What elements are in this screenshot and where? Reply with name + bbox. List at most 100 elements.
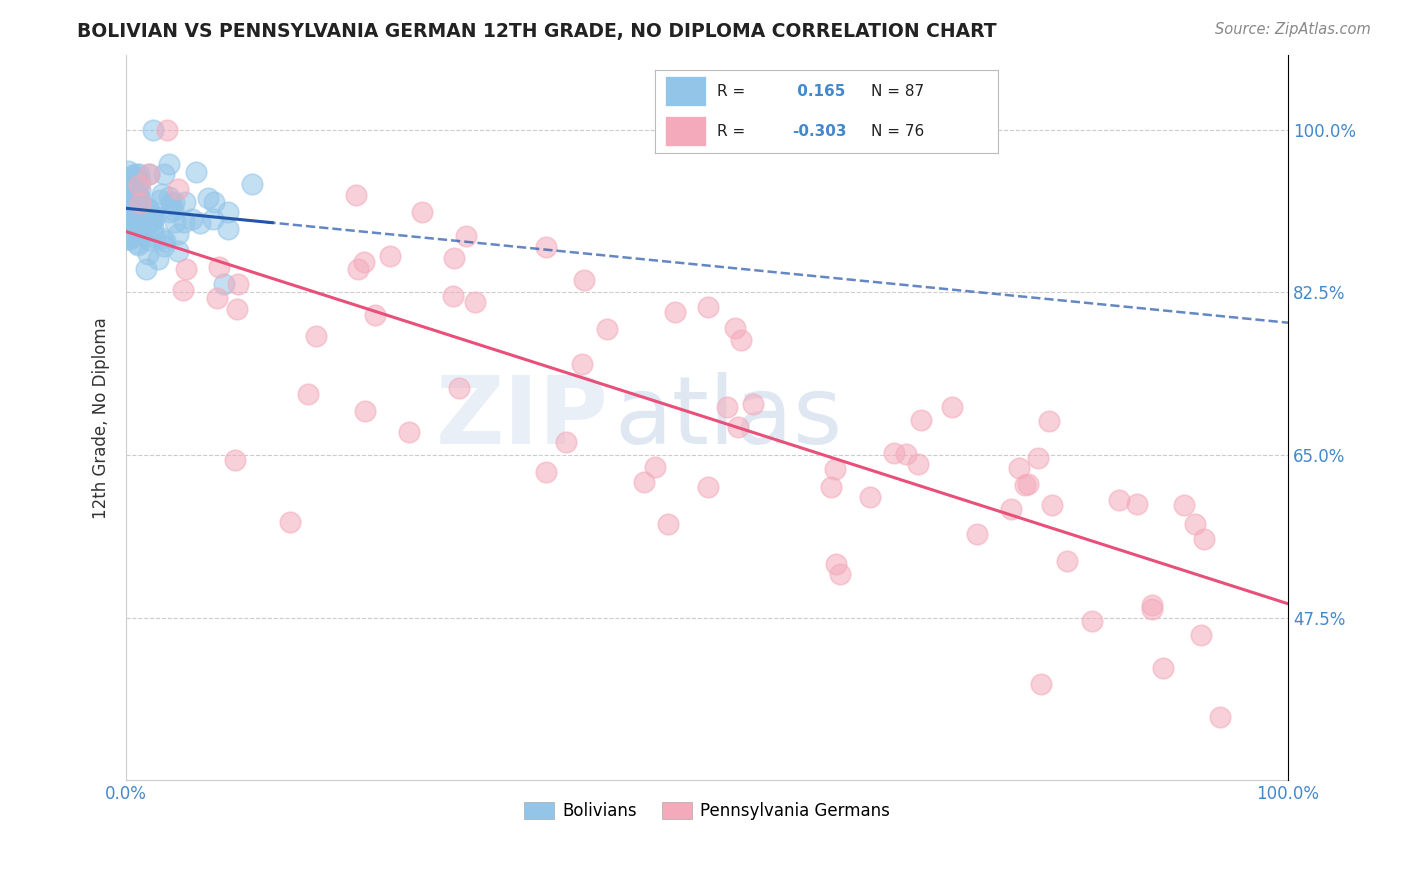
Point [730,333,752,347]
Point [883,446,905,460]
Point [153,234,176,248]
Point [162,202,184,217]
Point [966,527,988,541]
Point [132,198,155,212]
Point [1000,502,1022,516]
Point [644,460,666,475]
Point [344,187,367,202]
Point [536,240,558,254]
Point [447,381,470,395]
Point [160,196,183,211]
Point [142,208,165,222]
Point [129,182,152,196]
Point [136,247,159,261]
Point [225,301,247,316]
Point [1208,709,1230,723]
Point [910,413,932,427]
Point [156,122,179,136]
Point [411,204,433,219]
Point [346,261,368,276]
Point [1081,614,1104,628]
Point [240,177,263,191]
Point [138,167,160,181]
Point [125,185,148,199]
Point [217,221,239,235]
Point [173,195,195,210]
Point [212,277,235,292]
Point [657,517,679,532]
Point [142,221,165,235]
Point [1108,493,1130,508]
Point [136,201,159,215]
Point [118,196,141,211]
Point [132,227,155,242]
Point [572,273,595,287]
Point [1056,554,1078,568]
Point [163,195,186,210]
Point [121,206,143,220]
Point [173,215,195,229]
Point [354,403,377,417]
Point [742,397,765,411]
Point [297,386,319,401]
Point [121,218,143,232]
Point [696,481,718,495]
Point [165,215,187,229]
Point [120,200,142,214]
Point [150,231,173,245]
Point [1140,598,1163,612]
Point [121,181,143,195]
Point [364,308,387,322]
Point [122,177,145,191]
Point [278,515,301,529]
Point [201,211,224,226]
Point [443,251,465,265]
Point [128,188,150,202]
Legend: Bolivians, Pennsylvania Germans: Bolivians, Pennsylvania Germans [517,795,897,826]
Point [454,229,477,244]
Point [117,187,139,202]
Point [596,322,619,336]
Point [555,435,578,450]
Point [142,212,165,227]
Point [1029,676,1052,690]
Point [118,214,141,228]
Point [1028,450,1050,465]
Point [174,262,197,277]
Point [138,167,160,181]
Point [825,557,848,571]
Point [132,211,155,225]
Point [143,230,166,244]
Point [142,122,165,136]
Point [441,289,464,303]
Point [128,178,150,192]
Point [828,566,851,581]
Point [1140,602,1163,616]
Point [1184,516,1206,531]
Point [664,304,686,318]
Point [464,295,486,310]
Point [118,211,141,225]
Point [820,480,842,494]
Point [121,181,143,195]
Point [153,167,176,181]
Point [121,205,143,219]
Point [157,157,180,171]
Point [128,173,150,187]
Point [224,453,246,467]
Point [859,490,882,504]
Point [907,457,929,471]
Point [1192,532,1215,546]
Point [159,204,181,219]
Point [117,191,139,205]
Point [138,202,160,217]
Point [128,196,150,211]
Point [1040,498,1063,512]
Point [117,219,139,234]
Point [697,300,720,314]
Point [117,206,139,220]
Point [127,177,149,191]
Point [129,227,152,242]
Point [153,239,176,253]
Point [117,185,139,199]
